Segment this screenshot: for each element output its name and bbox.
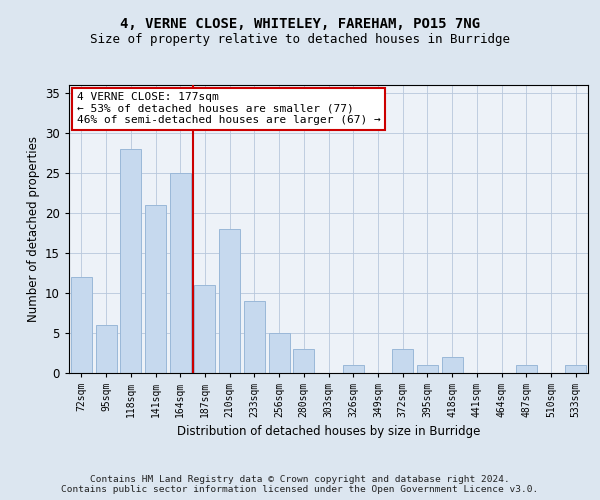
Bar — [120, 149, 141, 372]
Bar — [244, 300, 265, 372]
Bar — [417, 364, 438, 372]
Bar — [219, 229, 240, 372]
Bar — [269, 332, 290, 372]
Bar — [442, 356, 463, 372]
Bar — [516, 364, 537, 372]
Bar — [392, 348, 413, 372]
Y-axis label: Number of detached properties: Number of detached properties — [26, 136, 40, 322]
Text: 4 VERNE CLOSE: 177sqm
← 53% of detached houses are smaller (77)
46% of semi-deta: 4 VERNE CLOSE: 177sqm ← 53% of detached … — [77, 92, 380, 126]
X-axis label: Distribution of detached houses by size in Burridge: Distribution of detached houses by size … — [177, 425, 480, 438]
Text: Contains HM Land Registry data © Crown copyright and database right 2024.
Contai: Contains HM Land Registry data © Crown c… — [61, 474, 539, 494]
Bar — [95, 324, 116, 372]
Bar — [194, 284, 215, 372]
Text: Size of property relative to detached houses in Burridge: Size of property relative to detached ho… — [90, 32, 510, 46]
Bar — [71, 276, 92, 372]
Bar — [565, 364, 586, 372]
Bar — [145, 205, 166, 372]
Bar — [293, 348, 314, 372]
Bar — [170, 173, 191, 372]
Bar — [343, 364, 364, 372]
Text: 4, VERNE CLOSE, WHITELEY, FAREHAM, PO15 7NG: 4, VERNE CLOSE, WHITELEY, FAREHAM, PO15 … — [120, 18, 480, 32]
